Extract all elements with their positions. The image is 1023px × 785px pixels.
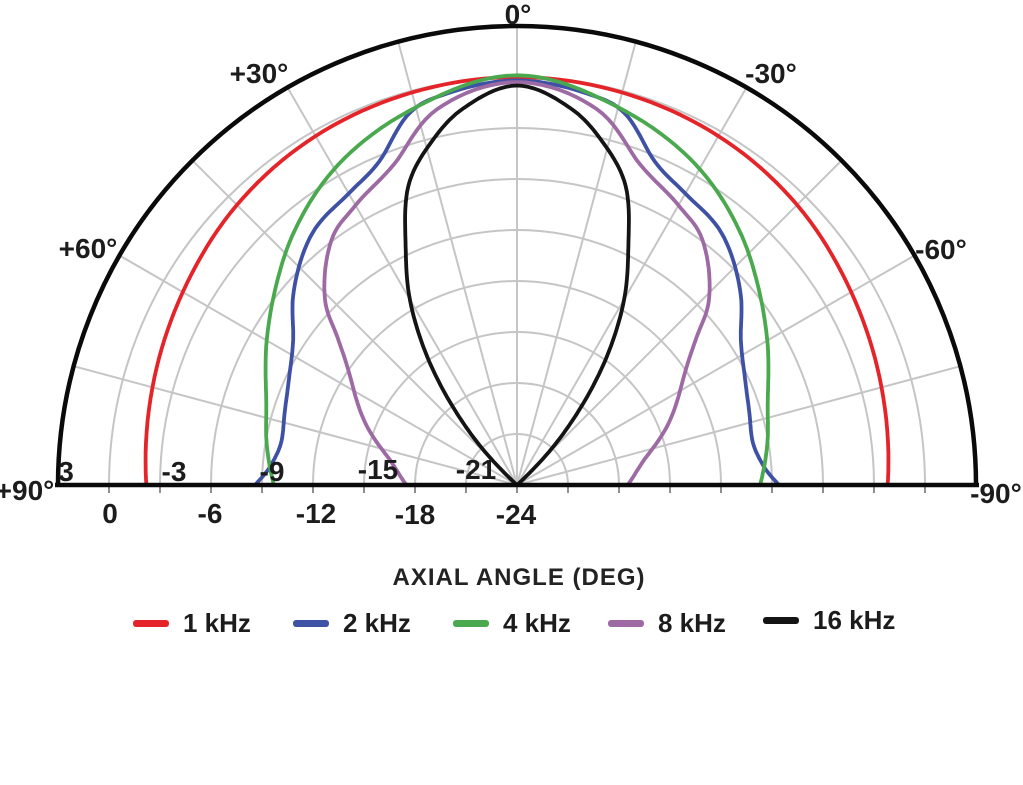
legend-swatch-8khz: [608, 619, 644, 627]
db-label-0: 0: [102, 498, 118, 529]
legend-swatch-16khz: [763, 616, 799, 624]
legend-swatch-4khz: [453, 619, 489, 627]
grid-spoke: [286, 86, 518, 486]
legend-swatch-2khz: [293, 619, 329, 627]
grid-ring: [465, 433, 569, 486]
angle-label-plus30: +30°: [229, 58, 289, 89]
angle-label-minus60: -60°: [915, 234, 967, 265]
db-label-minus9: -9: [259, 456, 285, 487]
grid-ring: [414, 382, 620, 486]
legend-item-2khz: 2 kHz: [293, 608, 411, 638]
grid-spoke: [516, 41, 637, 486]
db-label-minus6: -6: [197, 498, 223, 529]
legend-item-1khz: 1 kHz: [133, 608, 251, 638]
legend-label-4khz: 4 kHz: [503, 608, 571, 638]
db-label-minus3: -3: [161, 456, 187, 487]
curve-8khz: [322, 80, 712, 487]
db-label-minus15: -15: [357, 454, 399, 485]
legend-item-16khz: 16 kHz: [763, 605, 895, 635]
grid-ring: [210, 178, 824, 486]
angle-label-plus60: +60°: [58, 233, 118, 264]
legend-label-8khz: 8 kHz: [658, 608, 726, 638]
grid-spoke: [397, 41, 518, 486]
legend-label-16khz: 16 kHz: [813, 605, 896, 635]
legend-item-8khz: 8 kHz: [608, 608, 726, 638]
legend-item-4khz: 4 kHz: [453, 608, 571, 638]
angle-label-0: 0°: [504, 0, 532, 30]
grid-ring: [159, 127, 875, 486]
grid-ring: [312, 280, 722, 486]
db-label-minus18: -18: [394, 499, 436, 530]
db-label-minus12: -12: [295, 498, 337, 529]
curve-16khz: [403, 83, 631, 487]
angle-label-minus90: -90°: [970, 478, 1022, 509]
grid-spoke: [73, 365, 518, 486]
db-label-minus21: -21: [455, 454, 497, 485]
grid-spoke: [516, 86, 748, 486]
db-label-3: 3: [58, 456, 74, 487]
grid-spoke: [516, 365, 961, 486]
curve-4khz: [263, 73, 771, 487]
angle-label-minus30: -30°: [745, 58, 797, 89]
angle-label-plus90: +90°: [0, 475, 55, 506]
grid-spoke: [191, 159, 518, 486]
legend-label-2khz: 2 kHz: [343, 608, 411, 638]
axis-title: AXIAL ANGLE (DEG): [392, 564, 646, 591]
grid-spoke: [516, 159, 843, 486]
legend-swatch-1khz: [133, 619, 169, 627]
db-label-minus24: -24: [495, 499, 537, 530]
legend-label-1khz: 1 kHz: [183, 608, 251, 638]
grid-spoke: [516, 254, 916, 486]
plot-boundary-arc: [55, 23, 979, 486]
grid-ring: [363, 331, 671, 486]
grid-spoke: [118, 254, 518, 486]
